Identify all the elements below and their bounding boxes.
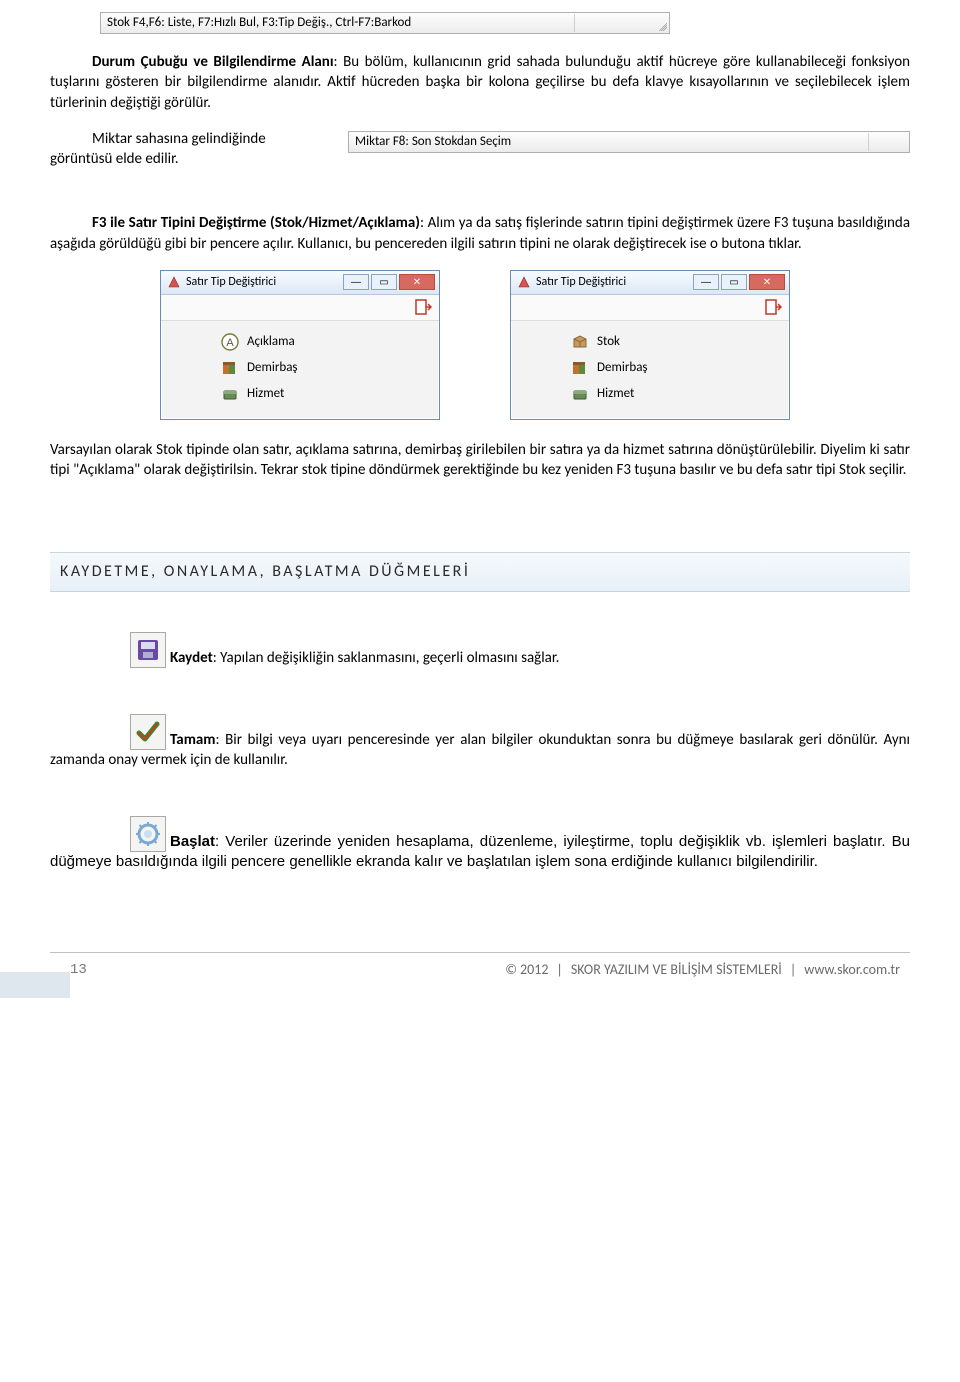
exit-icon[interactable] bbox=[763, 297, 783, 317]
paragraph-durum-cubugu: Durum Çubuğu ve Bilgilendirme Alanı: Bu … bbox=[50, 52, 910, 113]
option-hizmet[interactable]: Hizmet bbox=[221, 381, 439, 407]
baslat-lead: Başlat bbox=[170, 833, 215, 850]
inline-line2: görüntüsü elde edilir. bbox=[50, 149, 340, 169]
option-aciklama-label: Açıklama bbox=[247, 333, 295, 351]
option-hizmet-label: Hizmet bbox=[247, 385, 284, 403]
maximize-button[interactable]: ▭ bbox=[721, 274, 747, 290]
svg-text:A: A bbox=[226, 337, 234, 349]
kaydet-lead: Kaydet bbox=[170, 649, 213, 667]
inline-miktar-row: Miktar sahasına gelindiğinde görüntüsü e… bbox=[50, 129, 910, 170]
paragraph-f3-degistirme: F3 ile Satır Tipini Değiştirme (Stok/Hiz… bbox=[50, 213, 910, 254]
demirbas-icon bbox=[221, 359, 239, 377]
tamam-lead: Tamam bbox=[170, 731, 216, 749]
option-hizmet[interactable]: Hizmet bbox=[571, 381, 789, 407]
baslat-button-icon[interactable] bbox=[130, 816, 166, 852]
para2-lead: F3 ile Satır Tipini Değiştirme (Stok/Hiz… bbox=[92, 214, 420, 232]
baslat-paragraph: Başlat: Veriler üzerinde yeniden hesapla… bbox=[50, 816, 910, 872]
resize-grip-icon bbox=[655, 13, 669, 33]
page-footer: 13 © 2012 | SKOR YAZILIM VE BİLİŞİM SİST… bbox=[50, 952, 910, 988]
footer-sep: | bbox=[556, 961, 562, 980]
footer-decoration bbox=[0, 972, 70, 998]
exit-icon[interactable] bbox=[413, 297, 433, 317]
inline-text-block: Miktar sahasına gelindiğinde görüntüsü e… bbox=[50, 129, 340, 170]
statusbar-miktar: Miktar F8: Son Stokdan Seçim bbox=[348, 131, 910, 153]
page-number: 13 bbox=[70, 961, 110, 980]
dialog-toolbar bbox=[161, 295, 439, 321]
option-demirbas[interactable]: Demirbaş bbox=[221, 355, 439, 381]
dialog-satir-tip-1: Satır Tip Değiştirici — ▭ ✕ A Açıklama bbox=[160, 270, 440, 420]
statusbar2-text: Miktar F8: Son Stokdan Seçim bbox=[349, 133, 869, 151]
dialog-titlebar: Satır Tip Değiştirici — ▭ ✕ bbox=[161, 271, 439, 295]
footer-company: SKOR YAZILIM VE BİLİŞİM SİSTEMLERİ bbox=[571, 961, 782, 980]
app-icon bbox=[167, 275, 181, 289]
footer-sep: | bbox=[790, 961, 796, 980]
footer-copyright: © 2012 bbox=[505, 961, 548, 980]
demirbas-icon bbox=[571, 359, 589, 377]
kaydet-button-icon[interactable] bbox=[130, 632, 166, 668]
stok-icon bbox=[571, 333, 589, 351]
minimize-button[interactable]: — bbox=[343, 274, 369, 290]
option-demirbas[interactable]: Demirbaş bbox=[571, 355, 789, 381]
option-hizmet-label: Hizmet bbox=[597, 385, 634, 403]
dialog-body: Stok Demirbaş Hizmet bbox=[511, 321, 789, 419]
para1-lead: Durum Çubuğu ve Bilgilendirme Alanı bbox=[92, 53, 334, 71]
option-stok[interactable]: Stok bbox=[571, 329, 789, 355]
hizmet-icon bbox=[571, 385, 589, 403]
statusbar-shortcuts: Stok F4,F6: Liste, F7:Hızlı Bul, F3:Tip … bbox=[100, 12, 670, 34]
dialog-title-text: Satır Tip Değiştirici bbox=[186, 274, 276, 290]
inline-line1: Miktar sahasına gelindiğinde bbox=[50, 129, 340, 149]
option-demirbas-label: Demirbaş bbox=[247, 359, 298, 377]
maximize-button[interactable]: ▭ bbox=[371, 274, 397, 290]
app-icon bbox=[517, 275, 531, 289]
dialog-satir-tip-2: Satır Tip Değiştirici — ▭ ✕ Stok Demi bbox=[510, 270, 790, 420]
option-stok-label: Stok bbox=[597, 333, 620, 351]
statusbar-text: Stok F4,F6: Liste, F7:Hızlı Bul, F3:Tip … bbox=[101, 14, 575, 32]
dialog-title-text: Satır Tip Değiştirici bbox=[536, 274, 626, 290]
tamam-button-icon[interactable] bbox=[130, 714, 166, 750]
dialog-toolbar bbox=[511, 295, 789, 321]
dialog-titlebar: Satır Tip Değiştirici — ▭ ✕ bbox=[511, 271, 789, 295]
dialog-body: A Açıklama Demirbaş Hizmet bbox=[161, 321, 439, 419]
footer-url: www.skor.com.tr bbox=[804, 961, 900, 980]
section-heading-kaydetme: KAYDETME, ONAYLAMA, BAŞLATMA DÜĞMELERİ bbox=[50, 552, 910, 592]
hizmet-icon bbox=[221, 385, 239, 403]
paragraph-varsayilan: Varsayılan olarak Stok tipinde olan satı… bbox=[50, 440, 910, 481]
close-button[interactable]: ✕ bbox=[749, 274, 785, 290]
minimize-button[interactable]: — bbox=[693, 274, 719, 290]
kaydet-paragraph: Kaydet: Yapılan değişikliğin saklanmasın… bbox=[50, 632, 910, 668]
aciklama-icon: A bbox=[221, 333, 239, 351]
dialogs-row: Satır Tip Değiştirici — ▭ ✕ A Açıklama bbox=[160, 270, 910, 420]
option-aciklama[interactable]: A Açıklama bbox=[221, 329, 439, 355]
close-button[interactable]: ✕ bbox=[399, 274, 435, 290]
tamam-paragraph: Tamam: Bir bilgi veya uyarı penceresinde… bbox=[50, 714, 910, 770]
option-demirbas-label: Demirbaş bbox=[597, 359, 648, 377]
kaydet-rest: : Yapılan değişikliğin saklanmasını, geç… bbox=[213, 649, 560, 667]
